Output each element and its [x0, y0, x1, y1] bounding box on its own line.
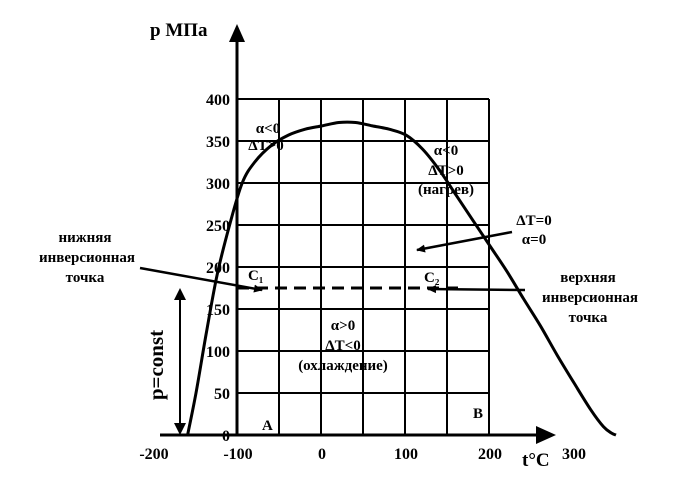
y-tick-label: 50	[214, 386, 230, 403]
y-tick-label: 400	[206, 92, 230, 109]
x-tick-label: 300	[562, 446, 586, 463]
right-region-annotation: α<0 ΔT>0 (нагрев)	[418, 143, 474, 198]
x-tick-label: 0	[318, 446, 326, 463]
grid	[237, 98, 490, 435]
y-tick-label: 350	[206, 134, 230, 151]
x-tick-label: 200	[478, 446, 502, 463]
svg-text:точка: точка	[66, 270, 105, 286]
curve-label-arrow	[416, 230, 513, 253]
upper-inversion-point-annotation: верхняя инверсионная точка	[542, 270, 638, 326]
svg-text:ΔT>0: ΔT>0	[428, 163, 463, 179]
svg-text:(охлаждение): (охлаждение)	[298, 358, 388, 374]
svg-text:(нагрев): (нагрев)	[418, 182, 474, 198]
inner-region-annotation: α>0 ΔT<0 (охлаждение)	[298, 318, 388, 374]
lower-inversion-arrow	[139, 266, 263, 293]
x-tick-label: -100	[223, 446, 252, 463]
x-axis-label: t°C	[522, 450, 550, 471]
y-tick-label: 250	[206, 218, 230, 235]
svg-text:ΔT=0: ΔT=0	[516, 213, 551, 229]
y-axis-label: p МПа	[150, 20, 208, 41]
y-axis-arrow	[229, 24, 245, 42]
curve-label-annotation: ΔT=0 α=0	[516, 213, 551, 248]
svg-text:точка: точка	[569, 310, 608, 326]
svg-text:инверсионная: инверсионная	[39, 250, 135, 266]
svg-text:α=0: α=0	[522, 232, 546, 248]
x-tick-labels: -200 -100 0 100 200 300	[139, 446, 586, 463]
svg-text:α<0: α<0	[434, 143, 458, 159]
y-tick-label: 100	[206, 344, 230, 361]
svg-text:α<0: α<0	[256, 121, 280, 137]
x-tick-label: -200	[139, 446, 168, 463]
svg-text:ΔT<0: ΔT<0	[325, 338, 360, 354]
left-region-annotation: α<0 ΔT>0	[248, 121, 283, 154]
upper-inversion-arrow	[427, 285, 526, 294]
y-tick-label: 0	[222, 428, 230, 445]
x-axis-arrow	[536, 426, 556, 444]
inversion-curve	[186, 120, 617, 437]
svg-text:α>0: α>0	[331, 318, 355, 334]
point-a-label: A	[262, 418, 273, 434]
x-tick-label: 100	[394, 446, 418, 463]
svg-text:инверсионная: инверсионная	[542, 290, 638, 306]
p-const-arrowhead-top	[174, 288, 186, 300]
lower-inversion-point-annotation: нижняя инверсионная точка	[39, 230, 135, 286]
svg-text:нижняя: нижняя	[58, 230, 111, 246]
svg-text:верхняя: верхняя	[560, 270, 615, 286]
svg-text:ΔT>0: ΔT>0	[248, 138, 283, 154]
p-const-arrowhead-bottom	[174, 423, 186, 435]
point-c2-label: C₂	[424, 270, 440, 286]
y-tick-label: 300	[206, 176, 230, 193]
p-const-label: p=const	[144, 330, 168, 400]
point-b-label: B	[473, 406, 483, 422]
point-c1-label: C₁	[248, 268, 263, 284]
